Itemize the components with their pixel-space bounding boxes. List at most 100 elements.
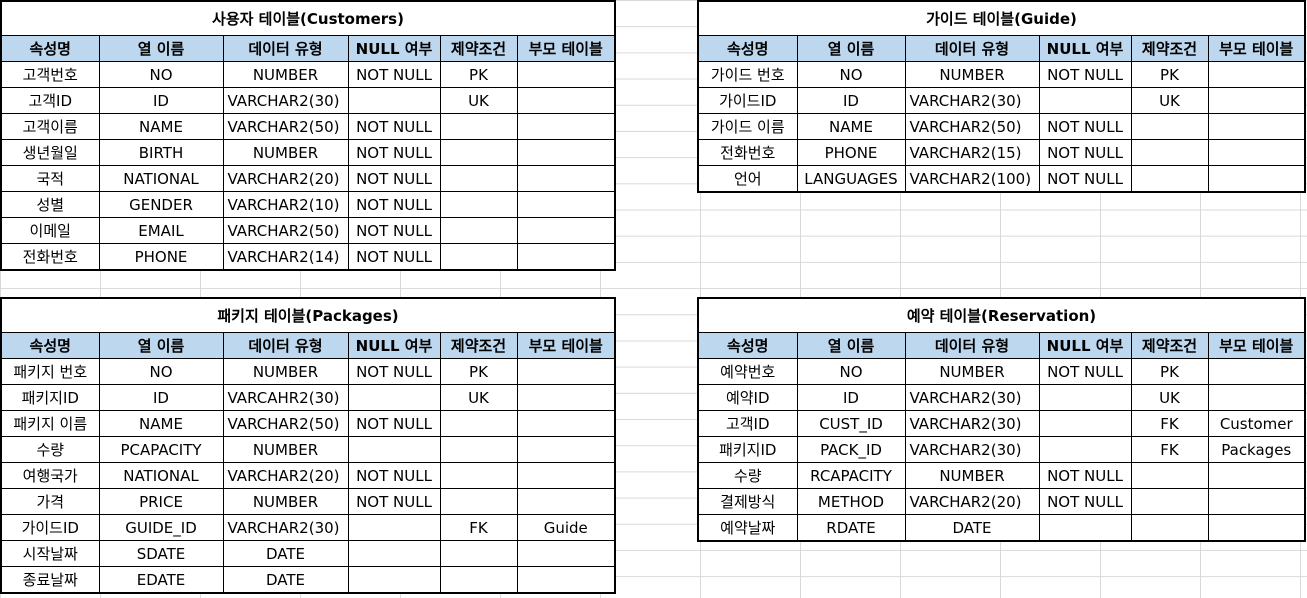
table-cell	[516, 87, 616, 114]
table-cell: ID	[98, 384, 224, 411]
table-cell: 패키지ID	[697, 436, 798, 463]
table-cell	[439, 165, 518, 192]
table-cell: UK	[1130, 87, 1209, 114]
table-cell	[1207, 384, 1306, 411]
table-row: 종료날짜 EDATE DATE	[0, 566, 616, 594]
table-cell: NOT NULL	[347, 358, 441, 385]
table-cell	[347, 436, 441, 463]
column-header: 부모 테이블	[1207, 332, 1306, 359]
table-cell: 전화번호	[0, 243, 100, 271]
table-cell	[439, 139, 518, 166]
table-cell: NO	[98, 358, 224, 385]
table-cell	[439, 540, 518, 567]
table-cell: VARCHAR2(20)	[222, 462, 349, 489]
table-cell: NOT NULL	[1038, 139, 1132, 166]
table-row: 패키지 이름 NAME VARCHAR2(50) NOT NULL	[0, 410, 616, 437]
table-row: 고객번호 NO NUMBER NOT NULL PK	[0, 61, 616, 88]
table-cell: VARCHAR2(30)	[904, 410, 1040, 437]
table-cell: NUMBER	[222, 358, 349, 385]
table-cell: NOT NULL	[347, 488, 441, 515]
table-cell	[516, 217, 616, 244]
table-row: 성별 GENDER VARCHAR2(10) NOT NULL	[0, 191, 616, 218]
table-cell	[516, 488, 616, 515]
table-cell: 수량	[697, 462, 798, 489]
table-cell: VARCHAR2(50)	[222, 410, 349, 437]
table-cell: NUMBER	[904, 358, 1040, 385]
table-cell: 시작날짜	[0, 540, 100, 567]
table-cell: 패키지ID	[0, 384, 100, 411]
table-cell: NOT NULL	[1038, 462, 1132, 489]
table-cell: PCAPACITY	[98, 436, 224, 463]
table-cell: NOT NULL	[347, 61, 441, 88]
table-title: 패키지 테이블(Packages)	[0, 297, 616, 333]
table-cell: NUMBER	[222, 488, 349, 515]
table-cell: 고객번호	[0, 61, 100, 88]
table-cell	[1038, 514, 1132, 542]
table-cell: NUMBER	[222, 61, 349, 88]
table-title: 예약 테이블(Reservation)	[697, 297, 1306, 333]
table-cell	[1038, 436, 1132, 463]
table-cell: NATIONAL	[98, 462, 224, 489]
table-cell	[439, 488, 518, 515]
table-cell: 예약ID	[697, 384, 798, 411]
table-cell	[516, 566, 616, 594]
table-cell	[516, 384, 616, 411]
table-cell	[516, 191, 616, 218]
table-cell	[1207, 139, 1306, 166]
table-cell	[1207, 87, 1306, 114]
table-cell: 패키지 이름	[0, 410, 100, 437]
table-cell	[347, 514, 441, 541]
table-row: 수량 PCAPACITY NUMBER	[0, 436, 616, 463]
table-cell: 예약번호	[697, 358, 798, 385]
table-cell	[347, 566, 441, 594]
table-cell	[347, 87, 441, 114]
table-cell: 고객이름	[0, 113, 100, 140]
table-cell: 종료날짜	[0, 566, 100, 594]
table-cell: NUMBER	[904, 462, 1040, 489]
table-cell: PACK_ID	[796, 436, 906, 463]
table-cell: NO	[98, 61, 224, 88]
table-cell	[516, 462, 616, 489]
column-header: 데이터 유형	[904, 35, 1040, 62]
table-cell: NOT NULL	[347, 243, 441, 271]
table-cell: DATE	[904, 514, 1040, 542]
table-row: 가이드ID GUIDE_ID VARCHAR2(30) FK Guide	[0, 514, 616, 541]
table-cell: NOT NULL	[347, 217, 441, 244]
table-cell: NO	[796, 61, 906, 88]
table-cell	[1207, 488, 1306, 515]
table-row: 이메일 EMAIL VARCHAR2(50) NOT NULL	[0, 217, 616, 244]
table-cell: NOT NULL	[347, 165, 441, 192]
table-cell: 국적	[0, 165, 100, 192]
table-cell: VARCHAR2(10)	[222, 191, 349, 218]
table-cell: METHOD	[796, 488, 906, 515]
table-title: 사용자 테이블(Customers)	[0, 0, 616, 36]
table-title: 가이드 테이블(Guide)	[697, 0, 1306, 36]
header-row: 속성명 열 이름 데이터 유형 NULL 여부 제약조건 부모 테이블	[697, 35, 1306, 62]
table-cell	[1038, 384, 1132, 411]
table-cell: VARCHAR2(30)	[904, 87, 1040, 114]
table-cell: 가이드 이름	[697, 113, 798, 140]
column-header: NULL 여부	[347, 332, 441, 359]
table-row: 국적 NATIONAL VARCHAR2(20) NOT NULL	[0, 165, 616, 192]
table-cell: PK	[439, 358, 518, 385]
table-cell: Packages	[1207, 436, 1306, 463]
table-row: 예약번호 NO NUMBER NOT NULL PK	[697, 358, 1306, 385]
column-header: 열 이름	[796, 332, 906, 359]
table-cell: NUMBER	[222, 139, 349, 166]
table-cell: NAME	[796, 113, 906, 140]
table-cell: 가이드ID	[0, 514, 100, 541]
guide-table: 가이드 테이블(Guide) 속성명 열 이름 데이터 유형 NULL 여부 제약조건 부모…	[697, 0, 1306, 193]
table-cell: VARCHAR2(100)	[904, 165, 1040, 193]
table-row: 고객이름 NAME VARCHAR2(50) NOT NULL	[0, 113, 616, 140]
table-cell: CUST_ID	[796, 410, 906, 437]
column-header: 부모 테이블	[1207, 35, 1306, 62]
table-cell	[516, 436, 616, 463]
column-header: 열 이름	[98, 35, 224, 62]
column-header: 제약조건	[439, 35, 518, 62]
table-cell: NOT NULL	[347, 113, 441, 140]
table-cell: 예약날짜	[697, 514, 798, 542]
table-cell	[1207, 462, 1306, 489]
table-cell: VARCHAR2(30)	[904, 384, 1040, 411]
table-cell	[439, 410, 518, 437]
table-cell: PHONE	[98, 243, 224, 271]
